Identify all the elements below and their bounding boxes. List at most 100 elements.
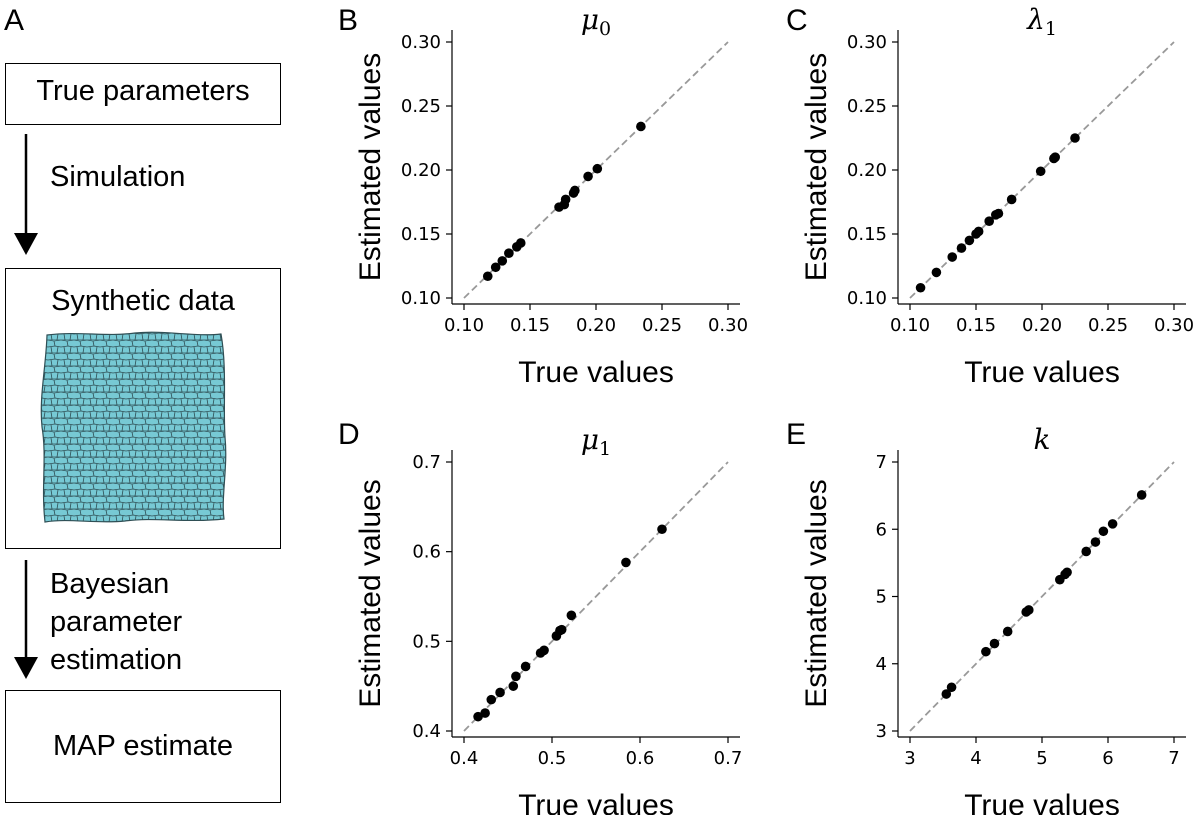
estimation-label: Bayesian parameter estimation (50, 565, 182, 679)
plot-d: 0.4 0.4 0.5 0.5 0.6 0.6 0.7 0.7 μ1 True values Est… (354, 423, 742, 815)
chart-title: k (1034, 423, 1051, 456)
data-point (915, 282, 926, 293)
x-axis-label: True values (518, 356, 674, 389)
x-tick-label: 0.20 (576, 315, 616, 336)
data-point (1081, 546, 1092, 557)
estimation-arrow (14, 560, 38, 679)
chart-title: μ0 (581, 3, 611, 40)
data-point (1050, 152, 1060, 162)
data-point (657, 524, 667, 535)
y-axis-label: Estimated values (800, 479, 833, 707)
data-point (941, 689, 952, 699)
simulation-arrow (14, 134, 38, 255)
y-tick-label: 3 (876, 721, 887, 742)
data-point (1062, 567, 1072, 578)
y-axis-label: Estimated values (800, 53, 833, 281)
data-point (993, 208, 1004, 219)
data-point (964, 235, 975, 246)
x-tick-label: 0.20 (1022, 315, 1062, 336)
data-point (1107, 519, 1118, 529)
data-point (1024, 605, 1034, 615)
data-point (566, 610, 577, 621)
data-point (1098, 526, 1109, 537)
x-tick-label: 0.30 (1154, 315, 1194, 336)
data-point (490, 262, 501, 273)
y-axis-label: Estimated values (354, 53, 387, 281)
x-tick-label: 0.25 (642, 315, 682, 336)
data-point (984, 216, 994, 226)
data-point (511, 671, 521, 682)
data-point (504, 248, 514, 258)
x-tick-label: 0.7 (714, 748, 743, 769)
x-tick-label: 0.6 (626, 748, 655, 769)
x-axis-label: True values (964, 356, 1120, 389)
y-tick-label: 0.30 (847, 32, 887, 53)
x-tick-label: 0.15 (956, 315, 996, 336)
data-point (515, 238, 526, 248)
data-point (560, 194, 571, 205)
map-estimate-label: MAP estimate (53, 730, 233, 762)
y-axis-label: Estimated values (354, 479, 387, 707)
data-point (931, 267, 942, 278)
identity-line (909, 461, 1175, 732)
data-point (1002, 626, 1013, 637)
data-point (497, 256, 508, 266)
x-tick-label: 0.10 (890, 315, 930, 336)
x-tick-label: 6 (1102, 748, 1113, 769)
plot-e: 33 4 4 5 5 6 6 7 7 k True values Estimated values (800, 423, 1186, 815)
estimation-label-line-2: parameter (50, 606, 183, 638)
data-point (539, 645, 549, 656)
data-point (1035, 166, 1046, 177)
y-tick-label: 0.20 (401, 160, 441, 181)
data-point (486, 694, 497, 705)
data-point (636, 121, 646, 132)
x-tick-label: 0.10 (444, 315, 484, 336)
y-tick-label: 0.5 (412, 631, 441, 652)
synthetic-data-box: Synthetic data (5, 268, 281, 549)
y-tick-label: 5 (876, 587, 887, 608)
y-tick-label: 0.30 (401, 32, 441, 53)
true-parameters-label: True parameters (36, 75, 250, 107)
y-tick-label: 7 (876, 452, 887, 473)
y-tick-label: 0.6 (412, 542, 441, 563)
data-point (495, 687, 505, 698)
y-tick-label: 0.10 (847, 288, 887, 309)
data-point (508, 681, 519, 691)
data-point (621, 557, 631, 568)
data-point (583, 171, 593, 182)
x-tick-label: 7 (1168, 748, 1179, 769)
estimation-label-line-3: estimation (50, 644, 183, 676)
data-point (520, 661, 531, 672)
x-tick-label: 0.5 (538, 748, 567, 769)
chart-title: λ1 (1026, 3, 1057, 40)
identity-line (463, 461, 729, 732)
x-tick-label: 0.15 (510, 315, 550, 336)
panel-letter-e: E (786, 418, 807, 451)
data-point (480, 708, 490, 718)
data-point (947, 252, 958, 262)
map-estimate-box: MAP estimate (5, 690, 281, 803)
synthetic-tissue-image (40, 331, 227, 523)
data-point (956, 243, 967, 253)
x-tick-label: 0.30 (708, 315, 748, 336)
chart-title: μ1 (581, 423, 611, 460)
x-tick-label: 0.4 (450, 748, 479, 769)
x-axis-label: True values (964, 789, 1120, 815)
estimation-label-line-1: Bayesian (50, 568, 170, 600)
data-point (570, 185, 580, 196)
y-tick-label: 4 (876, 654, 887, 675)
data-point (981, 646, 991, 657)
panel-letter-a: A (4, 4, 25, 37)
data-point (556, 624, 567, 635)
data-point (973, 226, 984, 237)
data-point (989, 638, 1000, 649)
y-tick-label: 0.20 (847, 160, 887, 181)
data-point (1136, 490, 1147, 500)
data-point (1070, 133, 1080, 143)
panel-letter-d: D (338, 418, 360, 451)
data-point (1090, 537, 1101, 547)
y-tick-label: 0.25 (401, 96, 441, 117)
y-tick-label: 0.4 (412, 721, 441, 742)
x-axis-label: True values (518, 789, 674, 815)
